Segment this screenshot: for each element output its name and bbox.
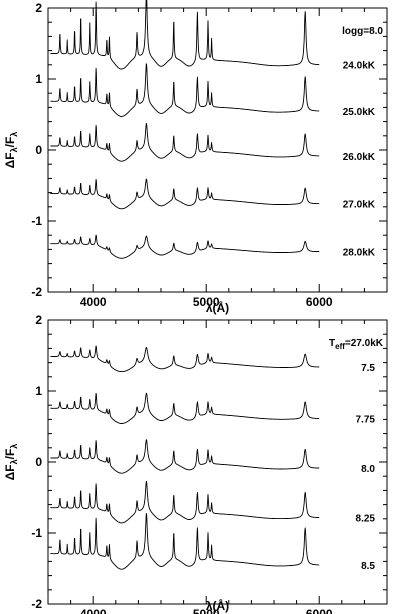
y-axis-label: ΔFλ/Fλ (3, 132, 19, 169)
y-tick-label: 0 (35, 455, 42, 469)
chart-panel-top: 4000 5000 6000 -2 -1 0 1 2 λ(Å) ΔFλ/Fλ logg=8.0 24.… (3, 0, 388, 315)
x-axis-label: λ(Å) (206, 598, 229, 613)
spectrum-line-24.0kK (50, 0, 320, 70)
plot-frame (47, 7, 388, 293)
series-label-8.5: 8.5 (361, 561, 375, 572)
y-tick-label: 2 (35, 313, 42, 327)
spectrum-line-8.0 (50, 439, 320, 474)
spectrum-line-8.25 (50, 480, 320, 524)
series-label-7.5: 7.5 (361, 363, 375, 374)
series-label-25.0kK: 25.0kK (343, 107, 376, 118)
y-tick-label: 1 (35, 384, 42, 398)
y-tick-label: 1 (35, 72, 42, 86)
spectrum-line-28.0kK (50, 234, 320, 259)
x-tick-label: 5000 (193, 607, 220, 614)
series-label-8.0: 8.0 (361, 464, 375, 475)
x-tick-label: 6000 (306, 295, 333, 309)
panel-annotation: logg=8.0 (342, 26, 383, 37)
chart-panel-bottom: 4000 5000 6000 -2 -1 0 1 2 λ(Å) ΔFλ/Fλ Teff=27.0kK… (3, 313, 388, 614)
x-axis-label: λ(Å) (206, 300, 229, 315)
x-tick-label: 5000 (193, 295, 220, 309)
spectrum-line-7.75 (50, 392, 320, 424)
y-axis-label: ΔFλ/Fλ (3, 444, 19, 481)
y-tick-label: -2 (31, 597, 42, 611)
y-tick-label: -1 (31, 526, 42, 540)
spectrum-line-27.0kK (50, 178, 320, 210)
spectrum-line-8.5 (50, 513, 320, 570)
series-label-26.0kK: 26.0kK (343, 152, 376, 163)
spectrum-line-7.5 (50, 345, 320, 373)
series-label-7.75: 7.75 (356, 414, 376, 425)
spectrum-line-25.0kK (50, 63, 320, 117)
y-tick-label: 2 (35, 1, 42, 15)
series-label-24.0kK: 24.0kK (343, 61, 376, 72)
x-tick-label: 4000 (80, 607, 107, 614)
y-tick-label: -2 (31, 285, 42, 299)
y-tick-label: -1 (31, 214, 42, 228)
series-label-8.25: 8.25 (356, 514, 376, 525)
x-tick-label: 4000 (80, 295, 107, 309)
y-tick-label: 0 (35, 143, 42, 157)
panel-annotation: Teff=27.0kK (329, 338, 384, 351)
series-label-27.0kK: 27.0kK (343, 200, 376, 211)
x-tick-label: 6000 (306, 607, 333, 614)
spectrum-line-26.0kK (50, 122, 320, 162)
series-label-28.0kK: 28.0kK (343, 248, 376, 259)
